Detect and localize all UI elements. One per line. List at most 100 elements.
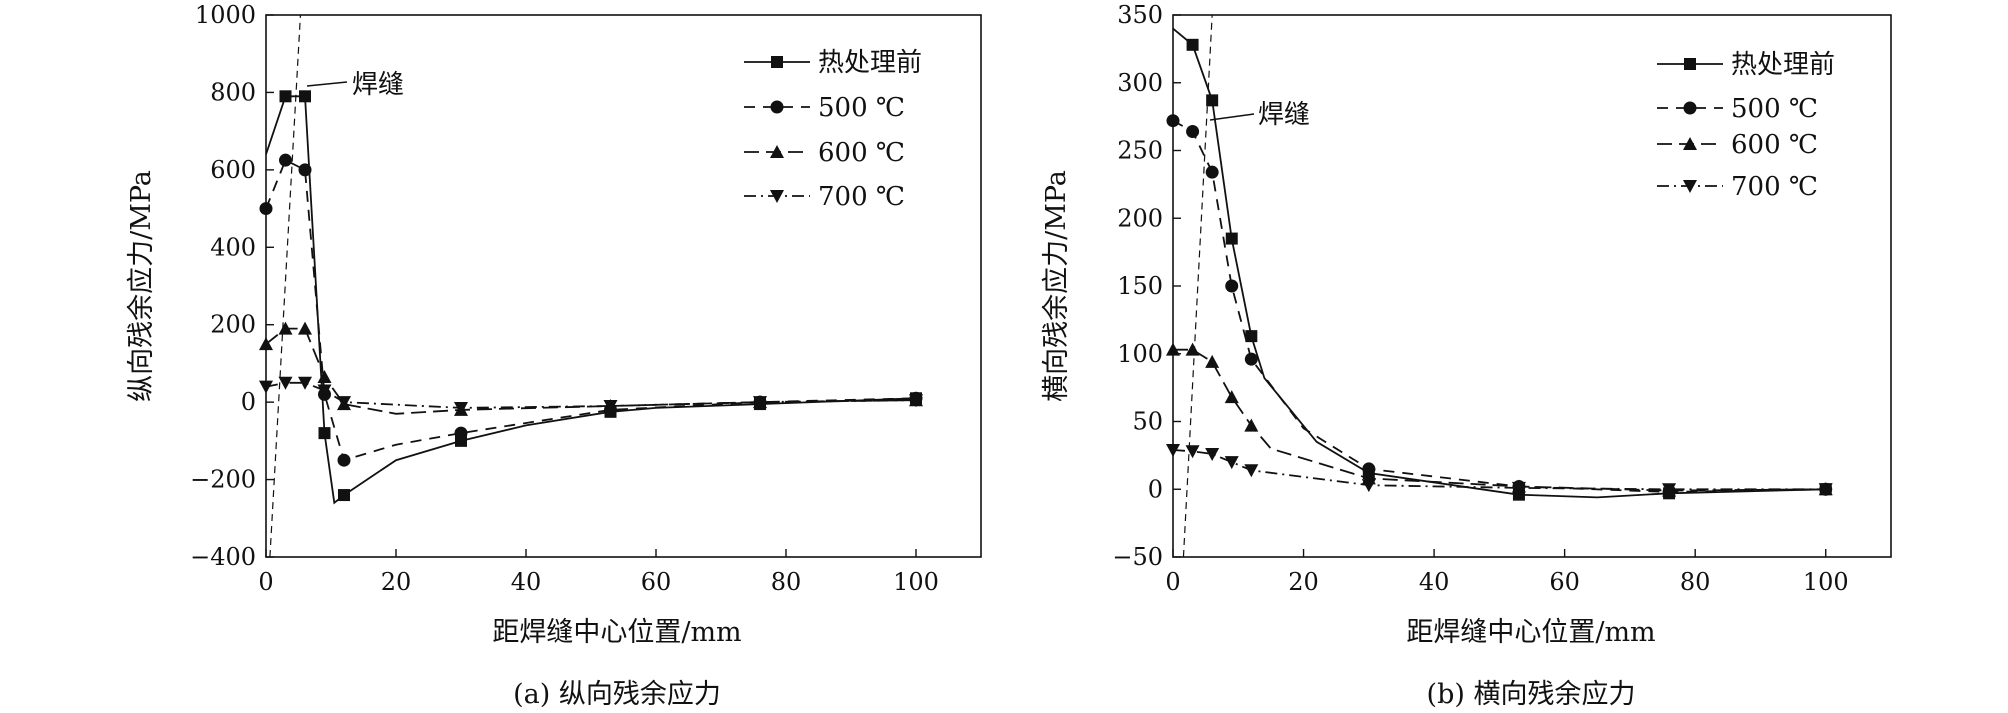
weld-annotation: 焊缝 <box>1209 100 1310 130</box>
data-point <box>1511 481 1526 495</box>
x-tick-label: 100 <box>893 568 939 596</box>
data-point <box>1245 330 1258 343</box>
data-point <box>1244 464 1259 478</box>
data-point <box>1224 390 1239 404</box>
y-tick-label: 150 <box>1117 272 1163 300</box>
data-point <box>298 321 312 335</box>
y-tick-label: 200 <box>1117 204 1163 232</box>
legend-item: 500 ℃ <box>1657 94 1818 124</box>
x-tick-label: 0 <box>1165 568 1180 596</box>
data-point <box>1185 445 1200 459</box>
legend-label: 热处理前 <box>1731 50 1835 80</box>
series-line <box>1172 27 1826 499</box>
y-tick-label: 300 <box>1117 69 1163 97</box>
data-point <box>1205 448 1220 462</box>
data-point <box>1225 232 1238 245</box>
chart-panel-a: 0 20 40 60 80 100 −400 −200 0 200 400 600 800 1000 距焊… <box>126 1 982 710</box>
x-axis-label: 距焊缝中心位置/mm <box>1406 617 1655 648</box>
legend-label: 700 ℃ <box>1731 172 1818 202</box>
series-triangle-down <box>1166 443 1833 497</box>
x-axis-label: 距焊缝中心位置/mm <box>492 617 741 648</box>
y-axis-label: 横向残余应力/MPa <box>1041 170 1072 402</box>
data-point <box>1186 125 1200 139</box>
weld-annotation: 焊缝 <box>306 70 404 100</box>
y-tick-label: −400 <box>190 543 256 571</box>
legend-label: 热处理前 <box>818 48 922 78</box>
data-point <box>337 396 351 410</box>
legend-item: 500 ℃ <box>744 93 905 123</box>
data-point <box>1662 483 1677 497</box>
legend-label: 600 ℃ <box>1731 130 1818 160</box>
y-tick-label: −200 <box>190 466 256 494</box>
annotation-label: 焊缝 <box>1258 100 1310 130</box>
y-tick-label: 600 <box>210 156 256 184</box>
plot-frame <box>1172 14 1892 558</box>
chart-caption: (b) 横向残余应力 <box>1427 679 1636 710</box>
weld-line <box>269 14 302 558</box>
x-tick-label: 100 <box>1803 568 1849 596</box>
data-point <box>1205 165 1219 179</box>
legend-item: 600 ℃ <box>744 138 905 168</box>
data-point <box>298 376 312 390</box>
data-point <box>454 401 468 415</box>
legend-label: 700 ℃ <box>818 182 905 212</box>
legend-item: 700 ℃ <box>744 182 905 212</box>
data-point <box>298 163 312 177</box>
data-point <box>337 453 351 467</box>
y-tick-label: 200 <box>210 311 256 339</box>
data-point <box>1361 479 1376 493</box>
y-tick-label: 400 <box>210 233 256 261</box>
x-tick-label: 80 <box>771 568 802 596</box>
series-triangle-down <box>259 376 923 415</box>
data-point <box>1244 418 1259 432</box>
data-point <box>454 426 468 440</box>
data-point <box>1818 483 1833 497</box>
data-point <box>1186 38 1199 51</box>
y-axis-label: 纵向残余应力/MPa <box>126 170 157 402</box>
y-tick-label: 250 <box>1117 137 1163 165</box>
data-point <box>909 394 923 408</box>
data-point <box>1206 94 1219 107</box>
data-point <box>1362 462 1376 476</box>
x-tick-label: 20 <box>1288 568 1319 596</box>
x-tick-label: 80 <box>1680 568 1711 596</box>
data-point <box>317 384 332 398</box>
series-triangle-up <box>1166 342 1833 497</box>
x-tick-label: 40 <box>1419 568 1450 596</box>
data-point <box>279 90 292 103</box>
data-point <box>318 427 331 440</box>
y-tick-label: 0 <box>241 388 256 416</box>
legend: 热处理前 500 ℃ 600 ℃ 700 ℃ <box>1657 50 1835 202</box>
series-line <box>265 327 917 415</box>
data-point <box>317 369 332 383</box>
data-point <box>1225 279 1239 293</box>
data-point <box>338 489 350 502</box>
x-tick-label: 60 <box>641 568 672 596</box>
y-tick-label: 800 <box>210 78 256 106</box>
legend: 热处理前 500 ℃ 600 ℃ 700 ℃ <box>744 48 922 212</box>
legend-item: 热处理前 <box>1657 50 1835 80</box>
legend-label: 500 ℃ <box>1731 94 1818 124</box>
weld-line <box>1182 14 1213 558</box>
data-point <box>278 321 293 335</box>
data-point <box>299 90 311 103</box>
legend-label: 600 ℃ <box>818 138 905 168</box>
legend-item: 600 ℃ <box>1657 130 1818 160</box>
data-point <box>278 376 293 390</box>
series-line <box>265 158 917 462</box>
data-point <box>1185 342 1200 356</box>
chart-caption: (a) 纵向残余应力 <box>513 679 721 710</box>
y-tick-label: 50 <box>1132 408 1163 436</box>
y-tick-label: −50 <box>1112 543 1163 571</box>
data-point <box>1224 456 1239 470</box>
series-line <box>1172 119 1826 493</box>
data-point <box>603 400 618 414</box>
annotation-label: 焊缝 <box>352 70 404 100</box>
series-line <box>265 381 917 409</box>
y-tick-label: 1000 <box>195 1 256 29</box>
y-tick-label: 0 <box>1148 475 1163 503</box>
x-tick-label: 0 <box>258 568 273 596</box>
x-tick-label: 60 <box>1549 568 1580 596</box>
series-line <box>1173 348 1826 492</box>
